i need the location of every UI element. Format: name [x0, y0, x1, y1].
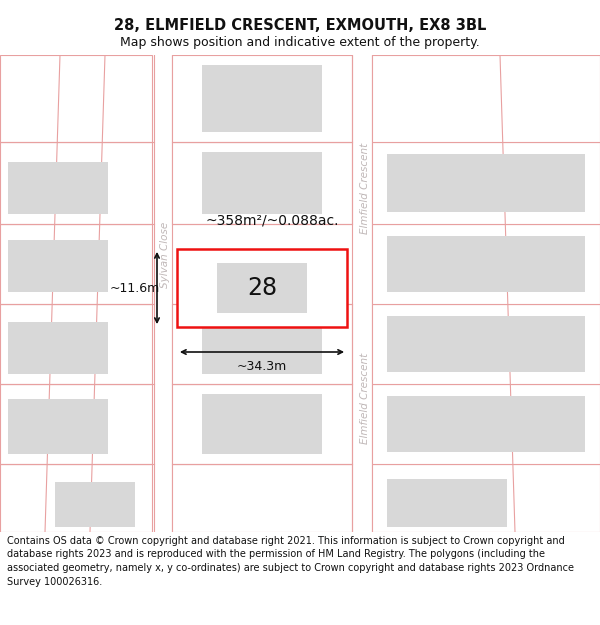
Polygon shape: [177, 249, 347, 327]
Text: ~11.6m: ~11.6m: [110, 281, 160, 294]
Polygon shape: [372, 304, 600, 384]
Text: Elmfield Crescent: Elmfield Crescent: [360, 353, 370, 444]
Bar: [387, 316, 585, 372]
Bar: [202, 152, 322, 214]
Polygon shape: [0, 142, 152, 224]
Polygon shape: [172, 304, 352, 384]
Bar: [8, 399, 108, 454]
Polygon shape: [372, 464, 600, 532]
Text: Contains OS data © Crown copyright and database right 2021. This information is : Contains OS data © Crown copyright and d…: [7, 536, 574, 586]
Polygon shape: [372, 224, 600, 304]
Text: Sylvan Close: Sylvan Close: [160, 222, 170, 289]
Polygon shape: [372, 142, 600, 224]
Text: ~34.3m: ~34.3m: [237, 359, 287, 372]
Bar: [387, 154, 585, 212]
Polygon shape: [172, 142, 352, 224]
Bar: [8, 162, 108, 214]
Polygon shape: [172, 55, 352, 142]
Polygon shape: [0, 464, 152, 532]
Text: Elmfield Crescent: Elmfield Crescent: [360, 143, 370, 234]
Bar: [8, 322, 108, 374]
Text: Map shows position and indicative extent of the property.: Map shows position and indicative extent…: [120, 36, 480, 49]
Polygon shape: [0, 224, 152, 304]
Bar: [387, 479, 507, 527]
Bar: [55, 482, 135, 527]
Polygon shape: [0, 384, 152, 464]
Polygon shape: [172, 464, 352, 532]
Text: ~358m²/~0.088ac.: ~358m²/~0.088ac.: [205, 214, 339, 228]
Polygon shape: [0, 55, 152, 142]
Text: 28, ELMFIELD CRESCENT, EXMOUTH, EX8 3BL: 28, ELMFIELD CRESCENT, EXMOUTH, EX8 3BL: [114, 18, 486, 33]
Text: 28: 28: [247, 276, 277, 300]
Polygon shape: [172, 384, 352, 464]
Polygon shape: [372, 384, 600, 464]
Bar: [387, 396, 585, 452]
Bar: [387, 236, 585, 292]
Bar: [202, 314, 322, 374]
Polygon shape: [372, 55, 600, 142]
Bar: [8, 240, 108, 292]
Bar: [202, 394, 322, 454]
Bar: [202, 65, 322, 132]
Bar: [217, 263, 307, 313]
Polygon shape: [0, 304, 152, 384]
